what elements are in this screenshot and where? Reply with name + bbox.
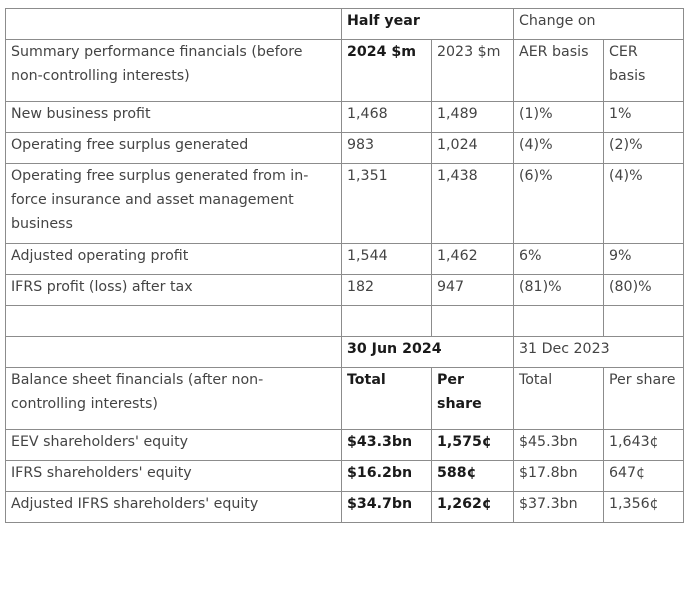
row-label: Adjusted IFRS shareholders' equity	[5, 491, 342, 523]
col-2024-header: 2024 $m	[341, 39, 432, 102]
col-total-2024-header: Total	[341, 367, 432, 430]
value-aer: (6)%	[513, 163, 604, 244]
spacer-cell	[341, 305, 432, 337]
table-row: New business profit 1,468 1,489 (1)% 1%	[5, 101, 684, 133]
per-share-2023: 1,356¢	[603, 491, 684, 523]
value-2024: 983	[341, 132, 432, 164]
header-empty-cell	[5, 8, 342, 40]
table-subheader-row: Summary performance financials (before n…	[5, 39, 684, 102]
per-share-2024: 1,575¢	[431, 429, 514, 461]
total-2023: $17.8bn	[513, 460, 604, 492]
date-2024-header: 30 Jun 2024	[341, 336, 514, 368]
spacer-cell	[5, 305, 342, 337]
per-share-2024: 588¢	[431, 460, 514, 492]
balance-section-label: Balance sheet financials (after non-cont…	[5, 367, 342, 430]
col-per-share-2024-header: Per share	[431, 367, 514, 430]
row-label: Operating free surplus generated	[5, 132, 342, 164]
value-aer: 6%	[513, 243, 604, 275]
header-empty-cell	[5, 336, 342, 368]
value-2023: 1,489	[431, 101, 514, 133]
value-2024: 1,468	[341, 101, 432, 133]
total-2023: $37.3bn	[513, 491, 604, 523]
col-per-share-2023-header: Per share	[603, 367, 684, 430]
total-2023: $45.3bn	[513, 429, 604, 461]
col-cer-header: CER basis	[603, 39, 684, 102]
table-row: IFRS shareholders' equity $16.2bn 588¢ $…	[5, 460, 684, 492]
performance-section-label: Summary performance financials (before n…	[5, 39, 342, 102]
value-aer: (4)%	[513, 132, 604, 164]
value-cer: (4)%	[603, 163, 684, 244]
row-label: EEV shareholders' equity	[5, 429, 342, 461]
spacer-cell	[513, 305, 604, 337]
table-row: IFRS profit (loss) after tax 182 947 (81…	[5, 274, 684, 306]
date-2023-header: 31 Dec 2023	[513, 336, 684, 368]
table-row: Adjusted operating profit 1,544 1,462 6%…	[5, 243, 684, 275]
value-2023: 1,438	[431, 163, 514, 244]
value-2023: 947	[431, 274, 514, 306]
per-share-2023: 647¢	[603, 460, 684, 492]
col-2023-header: 2023 $m	[431, 39, 514, 102]
half-year-header: Half year	[341, 8, 514, 40]
financial-summary-table: Half year Change on Summary performance …	[5, 8, 684, 523]
row-label: Operating free surplus generated from in…	[5, 163, 342, 244]
value-cer: (80)%	[603, 274, 684, 306]
table-row: Operating free surplus generated 983 1,0…	[5, 132, 684, 164]
spacer-row	[5, 305, 684, 337]
value-cer: 9%	[603, 243, 684, 275]
row-label: IFRS shareholders' equity	[5, 460, 342, 492]
row-label: New business profit	[5, 101, 342, 133]
table-row: Adjusted IFRS shareholders' equity $34.7…	[5, 491, 684, 523]
spacer-cell	[603, 305, 684, 337]
table-header-row: Half year Change on	[5, 8, 684, 40]
balance-subheader-row: Balance sheet financials (after non-cont…	[5, 367, 684, 430]
col-total-2023-header: Total	[513, 367, 604, 430]
value-aer: (81)%	[513, 274, 604, 306]
value-2024: 1,544	[341, 243, 432, 275]
value-2024: 1,351	[341, 163, 432, 244]
per-share-2023: 1,643¢	[603, 429, 684, 461]
balance-date-header-row: 30 Jun 2024 31 Dec 2023	[5, 336, 684, 368]
col-aer-header: AER basis	[513, 39, 604, 102]
total-2024: $16.2bn	[341, 460, 432, 492]
total-2024: $43.3bn	[341, 429, 432, 461]
table-row: EEV shareholders' equity $43.3bn 1,575¢ …	[5, 429, 684, 461]
row-label: Adjusted operating profit	[5, 243, 342, 275]
total-2024: $34.7bn	[341, 491, 432, 523]
per-share-2024: 1,262¢	[431, 491, 514, 523]
table-row: Operating free surplus generated from in…	[5, 163, 684, 244]
change-on-header: Change on	[513, 8, 684, 40]
row-label: IFRS profit (loss) after tax	[5, 274, 342, 306]
value-cer: (2)%	[603, 132, 684, 164]
value-aer: (1)%	[513, 101, 604, 133]
value-cer: 1%	[603, 101, 684, 133]
value-2023: 1,024	[431, 132, 514, 164]
value-2024: 182	[341, 274, 432, 306]
value-2023: 1,462	[431, 243, 514, 275]
spacer-cell	[431, 305, 514, 337]
